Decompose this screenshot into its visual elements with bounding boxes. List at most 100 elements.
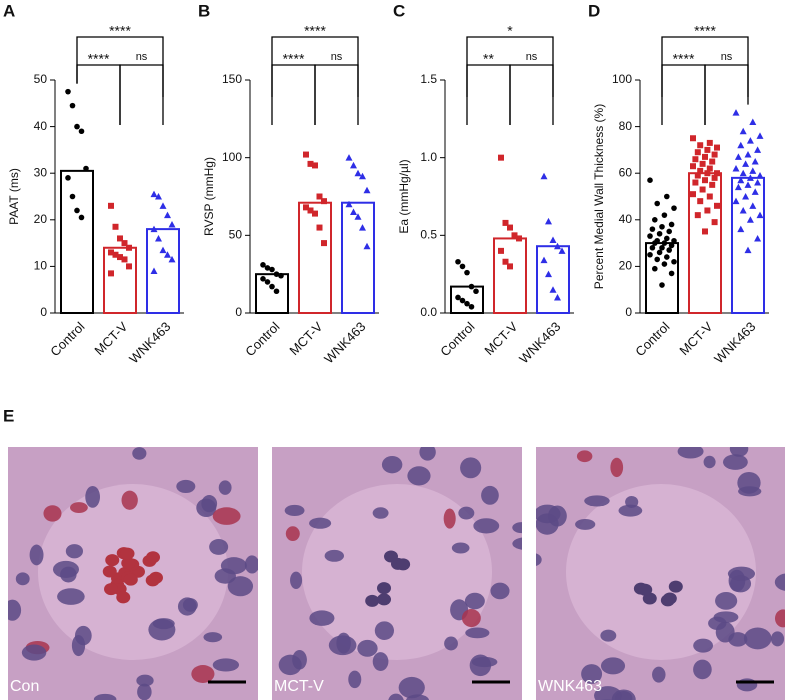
- data-point: [746, 174, 754, 181]
- nucleus: [182, 598, 198, 612]
- nucleus: [348, 423, 370, 437]
- data-point: [112, 251, 119, 258]
- data-point: [269, 266, 275, 273]
- data-point: [737, 141, 745, 149]
- nucleus: [461, 609, 481, 628]
- data-point: [549, 286, 557, 293]
- bar: [103, 246, 137, 314]
- bar: [298, 201, 332, 314]
- data-point: [671, 205, 677, 211]
- nucleus: [0, 566, 3, 582]
- significance-bracket: [271, 64, 316, 125]
- data-point: [554, 293, 561, 301]
- nucleus: [285, 526, 300, 541]
- nucleus: [381, 455, 403, 474]
- image-caption: MCT-V: [274, 678, 324, 695]
- y-tick-label: 20: [34, 212, 48, 226]
- data-point: [316, 224, 323, 231]
- data-point: [734, 153, 742, 160]
- data-point: [312, 162, 318, 169]
- bar: [731, 176, 765, 314]
- y-tick-label: 10: [34, 259, 48, 273]
- data-point: [108, 270, 114, 277]
- nucleus: [575, 518, 596, 530]
- nucleus: [212, 507, 241, 525]
- x-tick-label: MCT-V: [676, 319, 715, 358]
- nucleus: [451, 542, 470, 554]
- nucleus: [618, 504, 643, 517]
- data-point: [126, 244, 132, 251]
- data-point: [83, 165, 89, 172]
- lumen-cell: [638, 583, 653, 596]
- nucleus: [770, 631, 785, 647]
- data-point: [354, 169, 362, 177]
- nucleus: [218, 480, 232, 495]
- data-point: [516, 235, 522, 242]
- x-tick-label: WNK463: [711, 319, 758, 366]
- x-tick-label: Control: [632, 319, 672, 359]
- nucleus: [220, 557, 247, 575]
- y-tick-label: 40: [34, 119, 48, 133]
- data-point: [659, 223, 665, 230]
- lumen-cell: [121, 557, 136, 570]
- data-point: [690, 135, 696, 142]
- nucleus: [328, 635, 357, 656]
- panel-label: A: [3, 1, 15, 20]
- lumen-cell: [105, 554, 120, 567]
- data-point: [468, 283, 475, 290]
- data-point: [303, 151, 309, 158]
- data-point: [273, 271, 280, 277]
- data-point: [739, 127, 747, 135]
- nucleus: [600, 657, 626, 675]
- data-point: [168, 255, 176, 263]
- data-point: [697, 167, 704, 174]
- data-point: [652, 217, 658, 223]
- data-point: [690, 163, 696, 170]
- nucleus: [473, 518, 500, 534]
- nucleus: [652, 666, 666, 683]
- data-point: [732, 197, 740, 205]
- significance-label: ns: [721, 51, 733, 63]
- lumen-cell: [145, 574, 160, 587]
- nucleus: [581, 664, 603, 684]
- significance-bracket: [119, 64, 164, 125]
- panel-label: B: [198, 1, 210, 20]
- nucleus: [490, 582, 510, 600]
- y-tick-label: 50: [34, 72, 48, 86]
- data-point: [697, 198, 704, 205]
- nucleus: [469, 654, 492, 677]
- significance-bracket: [466, 64, 511, 125]
- nucleus: [388, 693, 404, 700]
- data-point: [502, 219, 509, 226]
- data-point: [350, 161, 357, 169]
- y-tick-label: 1.0: [420, 150, 437, 164]
- y-tick-label: 40: [619, 212, 633, 226]
- significance-label: ns: [331, 51, 343, 63]
- x-tick-label: WNK463: [126, 319, 173, 366]
- lumen-cell: [377, 593, 392, 606]
- data-point: [664, 254, 670, 260]
- data-point: [714, 202, 720, 209]
- nucleus: [309, 610, 335, 626]
- significance-label: ****: [673, 51, 695, 67]
- data-point: [746, 216, 754, 223]
- nucleus: [372, 652, 389, 671]
- data-point: [554, 242, 561, 250]
- x-tick-label: MCT-V: [286, 319, 325, 358]
- x-tick-label: Control: [437, 319, 477, 359]
- panel-label: D: [588, 1, 600, 20]
- significance-bracket: [509, 64, 554, 125]
- nucleus: [715, 591, 738, 610]
- image-caption: WNK463: [538, 678, 602, 695]
- nucleus: [121, 490, 138, 510]
- y-tick-label: 20: [619, 259, 633, 273]
- y-tick-label: 0.5: [420, 228, 437, 242]
- nucleus: [309, 517, 332, 529]
- nucleus: [357, 639, 378, 657]
- x-tick-label: Control: [242, 319, 282, 359]
- data-point: [540, 256, 548, 264]
- significance-bracket: [704, 64, 749, 125]
- data-point: [498, 247, 504, 254]
- data-point: [737, 176, 745, 184]
- bar: [493, 237, 527, 314]
